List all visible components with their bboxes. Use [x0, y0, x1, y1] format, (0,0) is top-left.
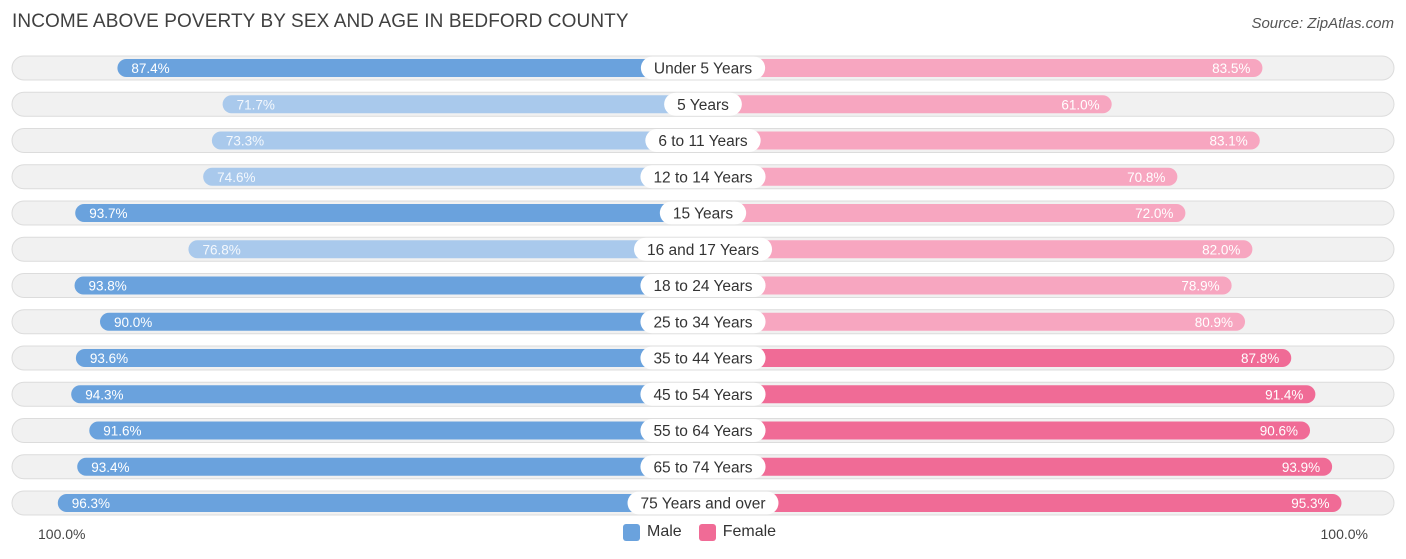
bar-male-45-to-54-years	[71, 385, 703, 404]
legend: Male Female	[623, 523, 793, 541]
value-label-female-75-years-and-over: 95.3%	[1291, 496, 1329, 511]
value-label-female-55-to-64-years: 90.6%	[1260, 424, 1298, 439]
bar-male-12-to-14-years	[203, 167, 703, 186]
category-label-12-to-14-years: 12 to 14 Years	[653, 169, 752, 186]
bar-female-75-years-and-over	[703, 494, 1342, 512]
value-label-female-16-and-17-years: 82.0%	[1202, 242, 1240, 257]
chart-plot: 87.4% 83.5% Under 5 Years 71.7% 61.0% 5 Years…	[11, 55, 1395, 516]
category-pill-15-years	[659, 201, 747, 225]
category-pill-25-to-34-years	[640, 310, 766, 334]
category-pill-45-to-54-years	[640, 382, 766, 406]
bar-female-65-to-74-years	[703, 457, 1333, 476]
bar-male-55-to-64-years	[89, 421, 703, 440]
value-label-female-12-to-14-years: 70.8%	[1127, 170, 1165, 185]
category-label-15-years: 15 Years	[673, 206, 734, 223]
value-label-female-65-to-74-years: 93.9%	[1282, 460, 1320, 475]
value-label-female-45-to-54-years: 91.4%	[1265, 387, 1303, 402]
value-label-male-65-to-74-years: 93.4%	[91, 460, 129, 475]
value-label-male-25-to-34-years: 90.0%	[114, 315, 152, 330]
bar-male-35-to-44-years	[75, 349, 703, 367]
category-label-25-to-34-years: 25 to 34 Years	[653, 314, 752, 331]
value-label-male-35-to-44-years: 93.6%	[90, 351, 128, 366]
bar-female-5-years	[703, 95, 1112, 114]
category-label-75-years-and-over: 75 Years and over	[641, 496, 766, 513]
bar-female-35-to-44-years	[703, 349, 1292, 367]
bar-female-25-to-34-years	[703, 312, 1246, 331]
bar-female-16-and-17-years	[703, 240, 1253, 259]
category-pill-75-years-and-over	[627, 491, 779, 515]
bar-female-6-to-11-years	[703, 131, 1260, 150]
category-label-5-years: 5 Years	[677, 97, 729, 114]
axis-left-label: 100.0%	[38, 526, 86, 542]
category-pill-65-to-74-years	[640, 455, 766, 479]
category-label-65-to-74-years: 65 to 74 Years	[653, 459, 752, 476]
category-pill-18-to-24-years	[640, 274, 766, 297]
bar-male-25-to-34-years	[100, 312, 703, 331]
bar-male-75-years-and-over	[57, 494, 704, 512]
legend-item-female[interactable]: Female	[698, 523, 777, 541]
bar-male-16-and-17-years	[188, 240, 703, 259]
value-label-male-75-years-and-over: 96.3%	[72, 496, 110, 511]
category-pill-under-5-years	[640, 56, 766, 80]
category-pill-5-years	[664, 92, 742, 116]
value-label-male-16-and-17-years: 76.8%	[202, 242, 240, 257]
bar-male-6-to-11-years	[211, 131, 703, 150]
bar-male-under-5-years	[117, 59, 704, 77]
legend-label-male: Male	[647, 523, 682, 540]
category-pill-6-to-11-years	[645, 129, 761, 152]
value-label-female-5-years: 61.0%	[1061, 97, 1099, 112]
legend-swatch-male	[623, 523, 640, 541]
legend-swatch-female	[698, 523, 716, 541]
value-label-female-35-to-44-years: 87.8%	[1241, 351, 1279, 366]
value-label-male-15-years: 93.7%	[89, 206, 127, 221]
value-label-female-under-5-years: 83.5%	[1212, 61, 1250, 76]
bar-female-45-to-54-years	[703, 385, 1316, 404]
bar-female-under-5-years	[703, 59, 1263, 77]
category-pill-55-to-64-years	[640, 419, 766, 442]
category-label-55-to-64-years: 55 to 64 Years	[653, 423, 752, 440]
bar-male-65-to-74-years	[77, 457, 704, 476]
value-label-male-18-to-24-years: 93.8%	[89, 279, 127, 294]
category-label-6-to-11-years: 6 to 11 Years	[658, 133, 748, 150]
value-label-male-under-5-years: 87.4%	[131, 61, 169, 76]
category-pill-12-to-14-years	[640, 165, 766, 189]
bar-female-12-to-14-years	[703, 167, 1178, 186]
value-label-female-18-to-24-years: 78.9%	[1181, 279, 1219, 294]
legend-label-female: Female	[722, 523, 777, 540]
category-pill-16-and-17-years	[633, 237, 773, 261]
category-label-under-5-years: Under 5 Years	[654, 61, 752, 78]
bar-female-18-to-24-years	[703, 276, 1232, 295]
bar-male-18-to-24-years	[74, 276, 704, 295]
value-label-male-5-years: 71.7%	[237, 97, 275, 112]
legend-item-male[interactable]: Male	[623, 523, 682, 541]
bar-male-15-years	[75, 204, 703, 222]
category-label-18-to-24-years: 18 to 24 Years	[653, 278, 752, 295]
category-label-35-to-44-years: 35 to 44 Years	[653, 351, 752, 368]
value-label-female-25-to-34-years: 80.9%	[1195, 315, 1233, 330]
bar-male-5-years	[222, 95, 704, 114]
category-pill-35-to-44-years	[640, 346, 766, 370]
value-label-male-6-to-11-years: 73.3%	[226, 134, 264, 149]
chart-title: INCOME ABOVE POVERTY BY SEX AND AGE IN B…	[12, 11, 629, 32]
value-label-male-45-to-54-years: 94.3%	[85, 387, 123, 402]
value-label-male-12-to-14-years: 74.6%	[217, 170, 255, 185]
value-label-female-15-years: 72.0%	[1135, 206, 1173, 221]
chart-source: Source: ZipAtlas.com	[1251, 15, 1394, 32]
bar-female-15-years	[703, 204, 1186, 222]
axis-right-label: 100.0%	[1320, 526, 1368, 542]
category-label-16-and-17-years: 16 and 17 Years	[647, 242, 759, 259]
category-label-45-to-54-years: 45 to 54 Years	[653, 387, 752, 404]
value-label-male-55-to-64-years: 91.6%	[103, 424, 141, 439]
bar-female-55-to-64-years	[703, 421, 1311, 440]
value-label-female-6-to-11-years: 83.1%	[1209, 134, 1247, 149]
